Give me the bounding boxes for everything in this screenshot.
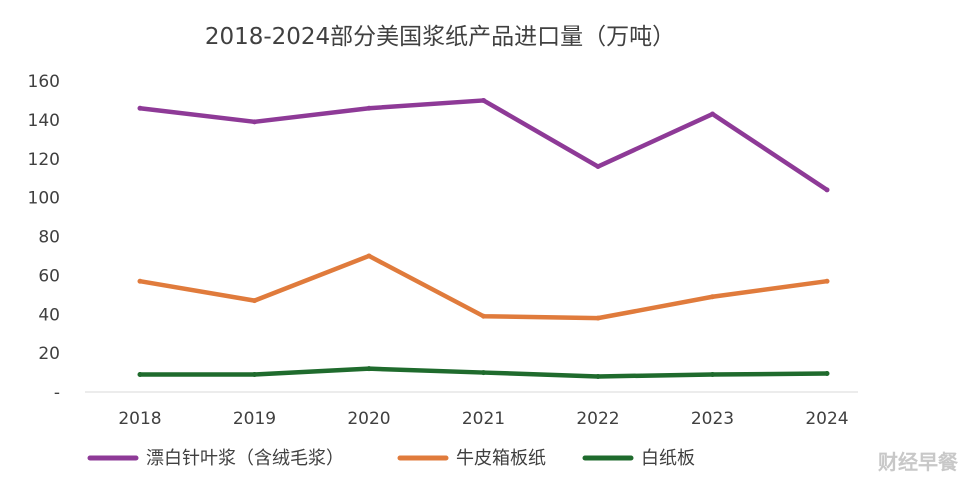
y-tick-label: 80 — [38, 228, 60, 248]
legend-label: 牛皮箱板纸 — [456, 448, 546, 469]
x-tick-label: 2018 — [118, 409, 161, 429]
x-axis: 2018 2019 2020 2021 2022 2023 2024 — [118, 409, 848, 429]
data-point — [366, 366, 372, 372]
y-axis: - 20 40 60 80 100 120 140 160 — [28, 72, 60, 403]
data-point — [252, 119, 257, 125]
data-point — [824, 278, 830, 284]
y-tick-label: 60 — [38, 266, 60, 286]
data-point — [481, 97, 486, 103]
series-line-0 — [137, 98, 830, 193]
data-point — [137, 105, 143, 111]
data-point — [824, 187, 830, 193]
data-point — [366, 253, 372, 259]
data-point — [710, 294, 715, 300]
x-tick-label: 2023 — [691, 409, 734, 429]
x-tick-label: 2019 — [233, 409, 276, 429]
data-point — [824, 371, 830, 377]
data-point — [137, 372, 143, 378]
data-point — [481, 370, 486, 376]
series-layer — [137, 97, 830, 379]
data-point — [595, 373, 601, 379]
x-tick-label: 2024 — [805, 409, 848, 429]
legend-label: 白纸板 — [641, 448, 695, 469]
y-tick-label: 100 — [28, 189, 60, 209]
data-point — [481, 313, 486, 319]
x-tick-label: 2022 — [576, 409, 619, 429]
series-line-1 — [137, 253, 830, 321]
data-point — [595, 315, 601, 321]
data-point — [710, 111, 715, 117]
x-tick-label: 2020 — [347, 409, 390, 429]
data-point — [595, 164, 601, 170]
y-tick-label: 40 — [38, 305, 60, 325]
chart-title: 2018-2024部分美国浆纸产品进口量（万吨） — [205, 24, 675, 50]
data-point — [710, 372, 715, 378]
legend-label: 漂白针叶浆（含绒毛浆） — [146, 448, 344, 469]
x-tick-label: 2021 — [462, 409, 505, 429]
y-tick-label: 140 — [28, 111, 60, 131]
data-point — [252, 372, 257, 378]
data-point — [252, 298, 257, 304]
y-tick-label: 120 — [28, 150, 60, 170]
y-tick-label: 20 — [38, 344, 60, 364]
watermark: 财经早餐 — [878, 450, 959, 474]
data-point — [366, 105, 372, 111]
y-tick-label: 160 — [28, 72, 60, 92]
data-point — [137, 278, 143, 284]
y-tick-label: - — [54, 383, 60, 403]
legend: 漂白针叶浆（含绒毛浆） 牛皮箱板纸 白纸板 — [87, 448, 695, 469]
